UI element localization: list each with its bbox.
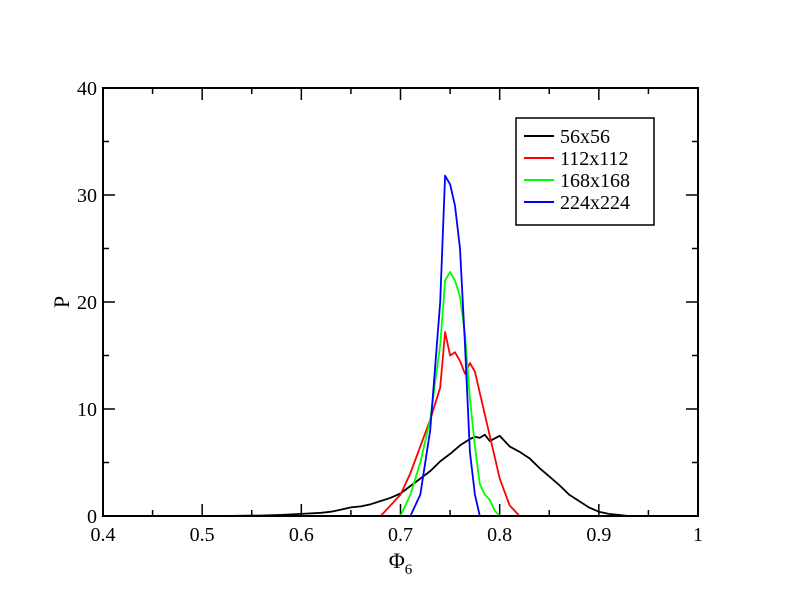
x-tick-label: 0.6 (289, 524, 314, 546)
y-tick-label: 20 (77, 292, 97, 314)
plot-frame (102, 87, 699, 517)
x-axis-label: Φ6 (389, 548, 413, 578)
series-line-168x168 (399, 271, 501, 517)
series-line-224x224 (409, 174, 481, 517)
legend-label: 224x224 (560, 192, 630, 214)
y-tick-label: 10 (77, 399, 97, 421)
plot-series (221, 174, 629, 517)
y-tick-label: 30 (77, 185, 97, 207)
x-tick-label: 0.9 (586, 524, 611, 546)
x-axis-label-symbol: Φ (389, 548, 405, 573)
y-tick-label: 40 (77, 78, 97, 100)
legend-label: 56x56 (560, 126, 610, 148)
x-tick-label: 0.8 (487, 524, 512, 546)
y-axis-label: P (49, 296, 74, 308)
x-axis-label-subscript: 6 (405, 562, 413, 578)
series-line-112x112 (380, 331, 521, 517)
x-tick-label: 0.5 (190, 524, 215, 546)
series-line-56x56 (221, 433, 629, 517)
x-tick-label: 0.4 (91, 524, 116, 546)
legend-label: 112x112 (560, 148, 629, 170)
x-tick-label: 0.7 (388, 524, 413, 546)
legend-label: 168x168 (560, 170, 630, 192)
y-tick-label: 0 (87, 506, 97, 528)
x-tick-label: 1 (693, 524, 703, 546)
